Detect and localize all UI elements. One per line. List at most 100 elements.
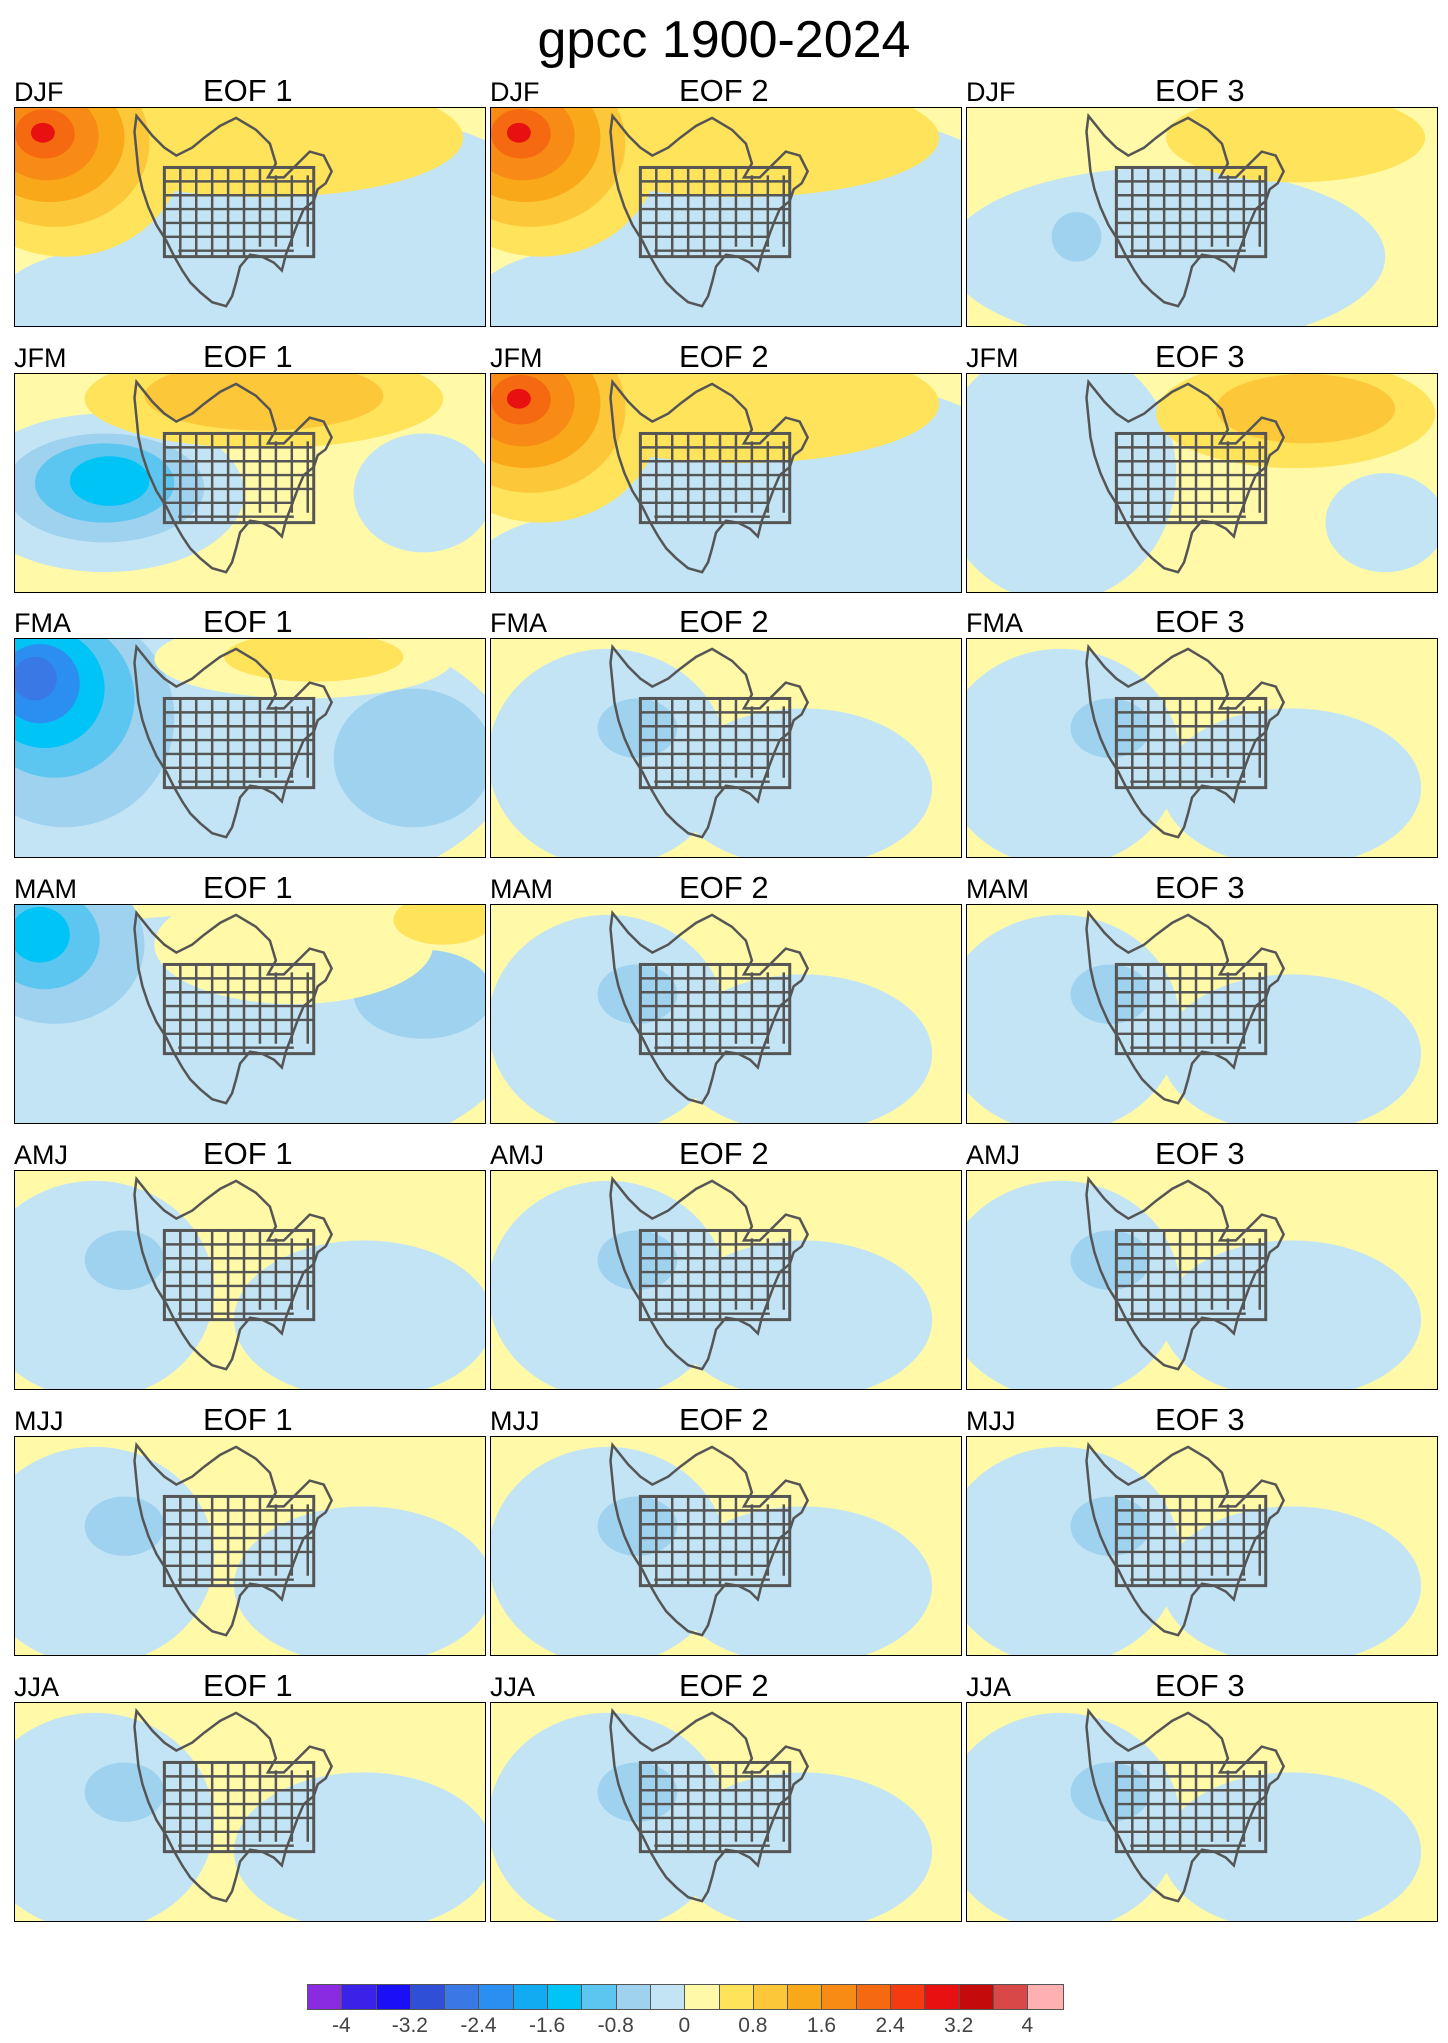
page-title: gpcc 1900-2024: [537, 11, 911, 69]
colorbar-swatch: [925, 1985, 960, 2009]
eof-panel: JFM EOF 1: [14, 339, 486, 593]
eof-panel: FMA EOF 3: [966, 604, 1438, 858]
eof-panel: FMA EOF 2: [490, 606, 962, 858]
eof-map: [490, 904, 962, 1124]
season-label: AMJ: [14, 1140, 68, 1170]
season-label: JJA: [490, 1672, 536, 1702]
state-borders: [1114, 431, 1268, 525]
state-borders: [638, 1228, 792, 1322]
eof-label: EOF 1: [203, 1668, 293, 1703]
season-label: DJF: [14, 77, 64, 107]
eof-label: EOF 1: [203, 339, 293, 374]
eof-label: EOF 3: [1155, 339, 1245, 374]
colorbar-swatches: [307, 1984, 1064, 2010]
eof-map: [14, 1702, 486, 1922]
season-label: MAM: [14, 874, 77, 904]
eof-map: [14, 1436, 486, 1656]
eof-panel: DJF EOF 3: [966, 73, 1438, 327]
eof-label: EOF 2: [679, 1402, 769, 1437]
eof-map: [966, 107, 1438, 327]
state-borders: [1114, 1494, 1268, 1588]
colorbar-tick-label: 2.4: [875, 2014, 905, 2037]
eof-map: [490, 1436, 962, 1656]
eof-label: EOF 3: [1155, 604, 1245, 639]
eof-label: EOF 1: [203, 1136, 293, 1171]
season-label: JFM: [966, 343, 1019, 373]
eof-label: EOF 2: [679, 870, 769, 905]
colorbar-tick-label: 4: [1021, 2014, 1034, 2037]
season-label: AMJ: [490, 1140, 544, 1170]
state-borders: [1114, 1760, 1268, 1854]
colorbar-legend: -4 -3.2 -2.4 -1.6 -0.8 0 0.8 1.6 2.4 3.2 4: [307, 1984, 1064, 2040]
eof-panel: MJJ EOF 2: [490, 1402, 962, 1656]
state-borders: [638, 431, 792, 525]
eof-label: EOF 1: [203, 73, 293, 108]
eof-map: [14, 373, 486, 593]
eof-map: [14, 107, 486, 327]
colorbar-swatch: [513, 1985, 549, 2009]
eof-map: [490, 373, 962, 593]
eof-label: EOF 3: [1155, 1136, 1245, 1171]
colorbar-swatch: [685, 1985, 720, 2009]
colorbar-tick-label: 1.6: [806, 2014, 837, 2037]
colorbar-tick-label: -3.2: [391, 2014, 428, 2037]
colorbar-swatch: [856, 1985, 892, 2009]
eof-label: EOF 3: [1155, 1402, 1245, 1437]
state-borders: [638, 165, 792, 259]
colorbar-swatch: [445, 1985, 480, 2009]
eof-panel: JJA EOF 2: [490, 1668, 962, 1922]
colorbar-tick-label: -4: [331, 2014, 351, 2037]
eof-map: [14, 1170, 486, 1390]
state-borders: [162, 696, 316, 790]
eof-panel: MJJ EOF 1: [14, 1404, 486, 1656]
season-label: AMJ: [966, 1140, 1020, 1170]
colorbar-tick-label: 0.8: [738, 2014, 768, 2037]
state-borders: [638, 696, 792, 790]
eof-panel: JJA EOF 1: [14, 1668, 486, 1922]
colorbar-swatch: [308, 1985, 343, 2009]
eof-panel: MAM EOF 3: [966, 872, 1438, 1124]
colorbar-swatch: [891, 1985, 926, 2009]
eof-panel: DJF EOF 1: [14, 73, 486, 327]
colorbar-tick-label: 0: [678, 2014, 691, 2037]
eof-panel: JJA EOF 3: [966, 1670, 1438, 1922]
colorbar-swatch: [822, 1985, 857, 2009]
colorbar-swatch: [788, 1985, 823, 2009]
eof-label: EOF 1: [203, 604, 293, 639]
colorbar-swatch: [616, 1985, 651, 2009]
season-label: FMA: [490, 608, 547, 638]
colorbar-swatch: [548, 1985, 583, 2009]
eof-map: [14, 904, 486, 1124]
state-borders: [162, 165, 316, 259]
colorbar-swatch: [753, 1985, 789, 2009]
state-borders: [162, 962, 316, 1056]
eof-map: [490, 107, 962, 327]
eof-panel: JFM EOF 3: [966, 339, 1438, 593]
colorbar-tick-label: -2.4: [460, 2014, 497, 2037]
season-label: FMA: [14, 608, 71, 638]
eof-label: EOF 2: [679, 1136, 769, 1171]
season-label: MJJ: [966, 1406, 1016, 1436]
colorbar-swatch: [479, 1985, 514, 2009]
season-label: MAM: [490, 874, 553, 904]
colorbar-tick-label: -1.6: [529, 2014, 566, 2037]
state-borders: [638, 1760, 792, 1854]
state-borders: [162, 1760, 316, 1854]
season-label: JFM: [14, 343, 67, 373]
eof-panel: JFM EOF 2: [490, 341, 962, 593]
colorbar-tick-labels: -4 -3.2 -2.4 -1.6 -0.8 0 0.8 1.6 2.4 3.2 4: [307, 2014, 1064, 2040]
eof-label: EOF 2: [679, 1668, 769, 1703]
colorbar-swatch: [993, 1985, 1029, 2009]
eof-panel: AMJ EOF 2: [490, 1136, 962, 1390]
season-label: JFM: [490, 343, 543, 373]
eof-panel: MAM EOF 2: [490, 870, 962, 1124]
eof-map: [490, 1702, 962, 1922]
eof-map: [490, 638, 962, 858]
eof-map: [966, 1170, 1438, 1390]
eof-label: EOF 3: [1155, 73, 1245, 108]
state-borders: [162, 431, 316, 525]
season-label: MJJ: [14, 1406, 64, 1436]
colorbar-tick-label: -0.8: [597, 2014, 634, 2037]
eof-map: [966, 638, 1438, 858]
state-borders: [162, 1494, 316, 1588]
